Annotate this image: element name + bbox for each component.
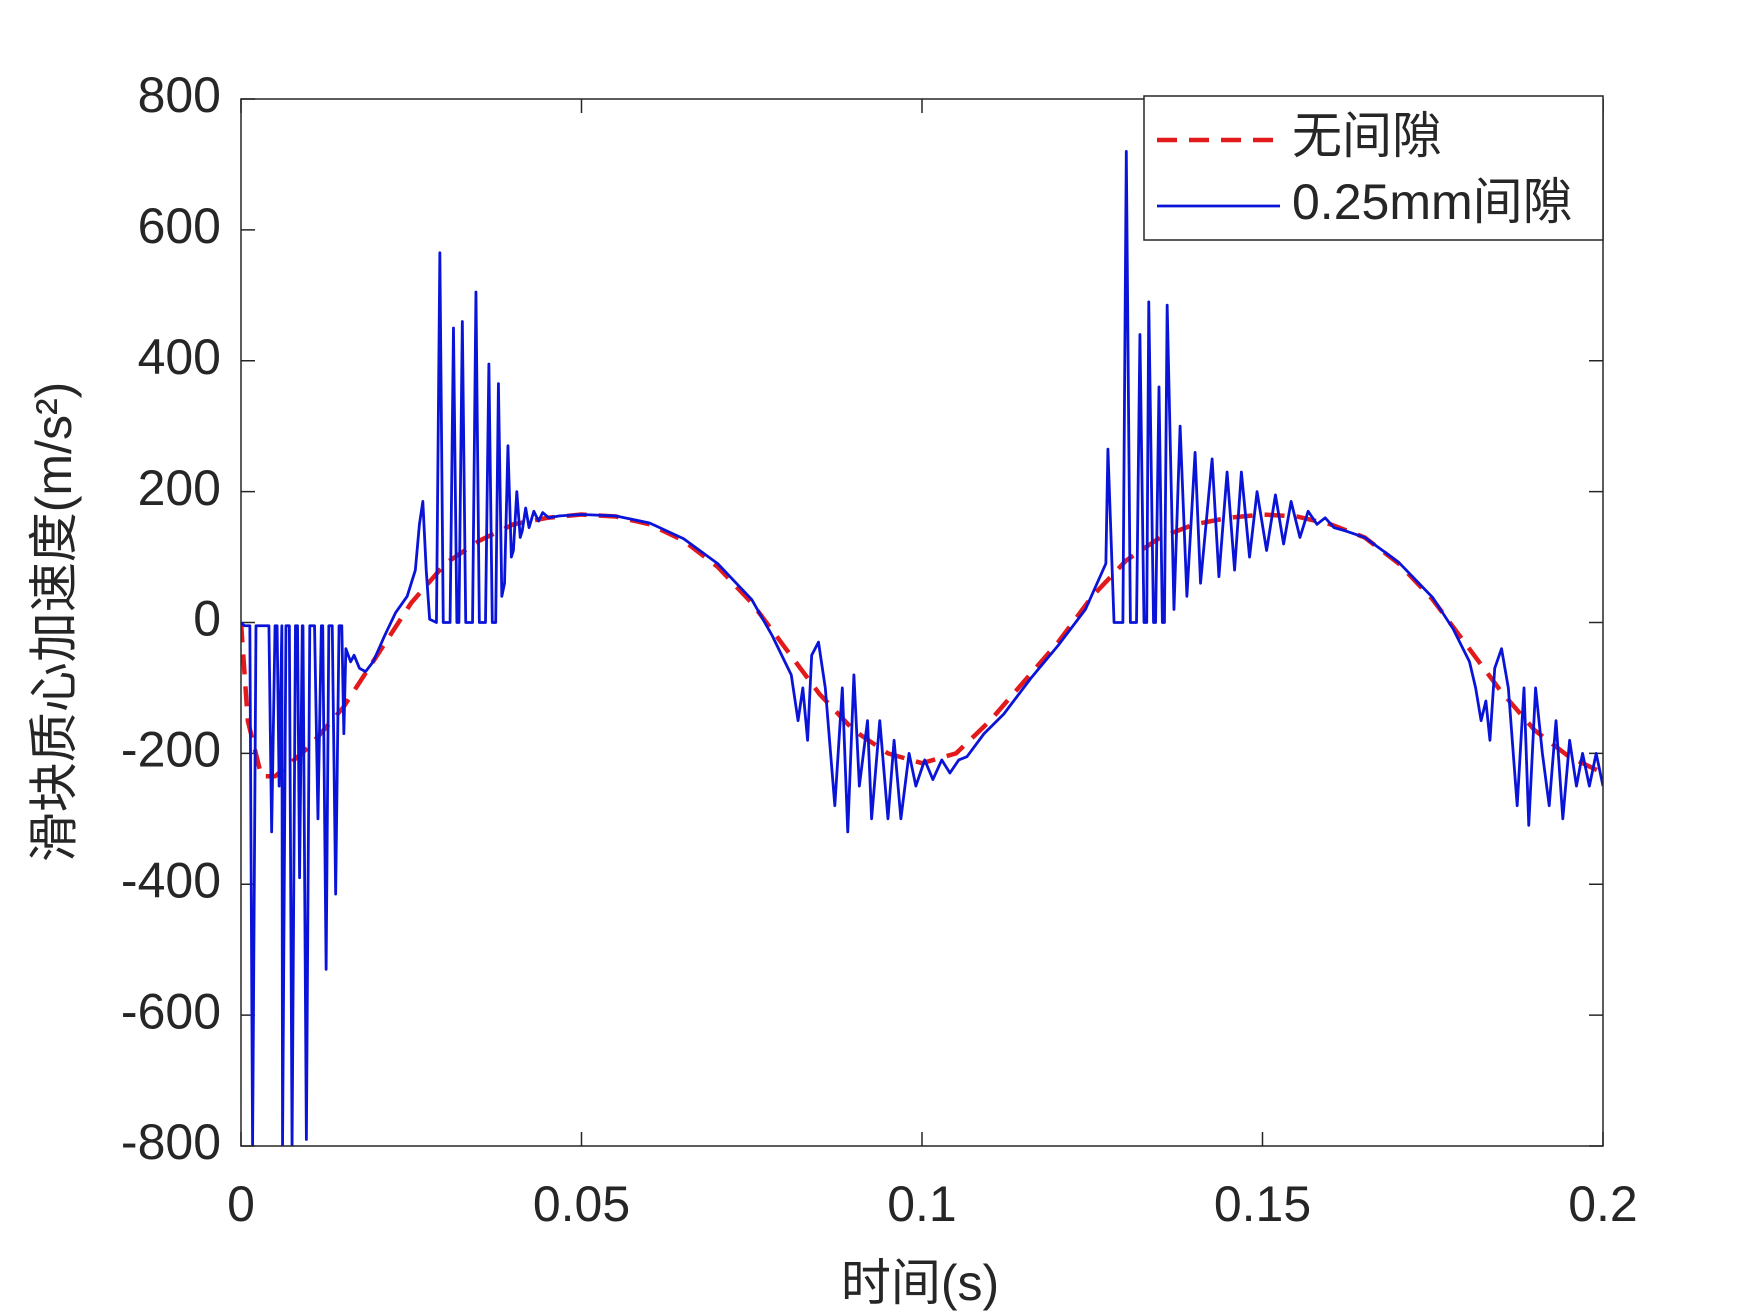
y-tick-label: 800 xyxy=(138,67,221,123)
legend-label: 无间隙 xyxy=(1292,108,1442,164)
y-tick-label: -200 xyxy=(121,722,221,778)
x-tick-label: 0.2 xyxy=(1568,1176,1638,1232)
y-tick-label: 0 xyxy=(193,591,221,647)
y-tick-label: -800 xyxy=(121,1114,221,1170)
y-tick-label: 400 xyxy=(138,329,221,385)
y-tick-label: -400 xyxy=(121,852,221,908)
x-axis-label: 时间(s) xyxy=(841,1255,999,1311)
x-tick-label: 0.1 xyxy=(887,1176,957,1232)
legend-label: 0.25mm间隙 xyxy=(1292,174,1573,230)
y-axis-label: 滑块质心加速度(m/s²) xyxy=(26,382,82,863)
y-tick-label: 600 xyxy=(138,198,221,254)
x-tick-label: 0.05 xyxy=(533,1176,630,1232)
data-line xyxy=(241,512,1603,779)
plot-frame xyxy=(240,98,1604,1147)
data-line xyxy=(241,149,1603,1146)
y-tick-label: 200 xyxy=(138,460,221,516)
legend-box xyxy=(1143,95,1604,241)
x-tick-label: 0 xyxy=(227,1176,255,1232)
x-tick-label: 0.15 xyxy=(1214,1176,1311,1232)
y-tick-label: -600 xyxy=(121,983,221,1039)
